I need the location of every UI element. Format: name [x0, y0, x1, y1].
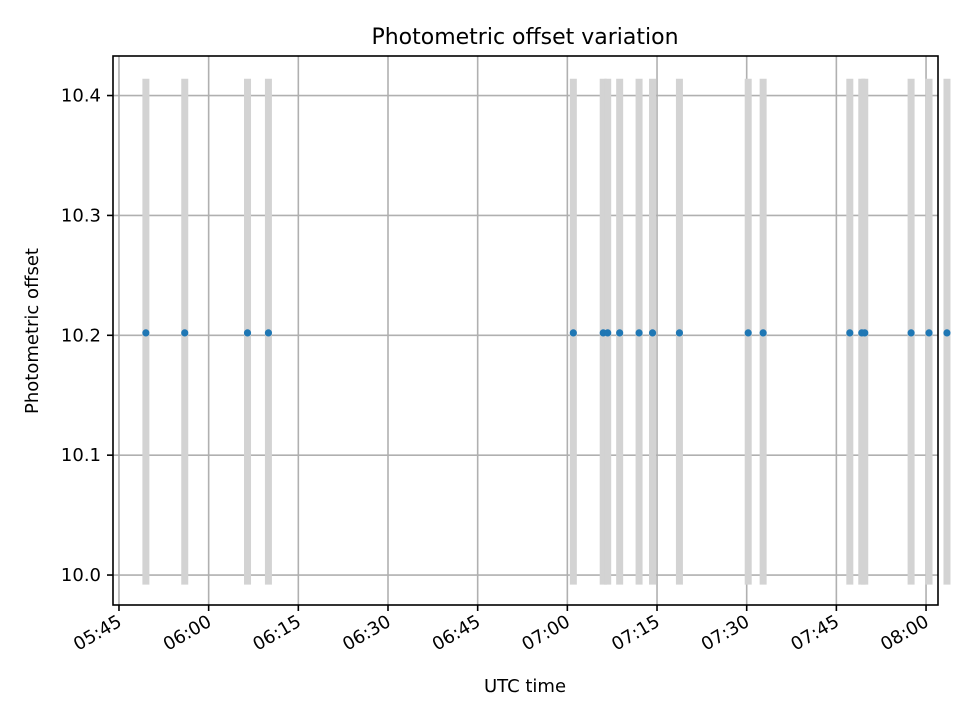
grid-layer	[113, 56, 938, 605]
point-layer	[142, 329, 951, 337]
data-point	[142, 329, 150, 337]
x-tick-label: 05:45	[70, 611, 125, 655]
data-point	[181, 329, 189, 337]
x-tick-label: 06:45	[429, 611, 484, 655]
data-point	[616, 329, 624, 337]
data-point	[744, 329, 752, 337]
y-axis-label: Photometric offset	[22, 248, 43, 414]
data-point	[925, 329, 933, 337]
data-point	[635, 329, 643, 337]
data-point	[759, 329, 767, 337]
x-axis-label: UTC time	[484, 676, 566, 697]
x-tick-label: 06:00	[160, 611, 215, 655]
data-point	[907, 329, 915, 337]
data-point	[846, 329, 854, 337]
x-tick-label: 06:30	[339, 611, 394, 655]
data-point	[569, 329, 577, 337]
chart-title: Photometric offset variation	[371, 25, 678, 50]
x-tick-label: 07:00	[518, 611, 573, 655]
data-point	[604, 329, 612, 337]
y-tick-label: 10.3	[61, 205, 101, 226]
x-tick-label: 08:00	[877, 611, 932, 655]
y-tick-label: 10.1	[61, 445, 101, 466]
x-tick-label: 07:15	[608, 611, 663, 655]
y-tick-label: 10.0	[61, 565, 101, 586]
data-point	[943, 329, 951, 337]
data-point	[264, 329, 273, 337]
data-point	[243, 329, 252, 337]
x-tick-label: 07:45	[787, 611, 842, 655]
x-tick-label: 06:15	[249, 611, 304, 655]
data-point	[861, 329, 869, 337]
x-tick-label: 07:30	[698, 611, 753, 655]
tick-layer: 05:45 06:00 06:15 06:30 06:45 07:00 07:15 07:30…	[61, 86, 933, 656]
data-point	[648, 329, 657, 337]
plot-frame	[112, 55, 939, 606]
data-point	[675, 329, 684, 337]
y-tick-label: 10.2	[61, 325, 101, 346]
y-tick-label: 10.4	[61, 86, 101, 107]
